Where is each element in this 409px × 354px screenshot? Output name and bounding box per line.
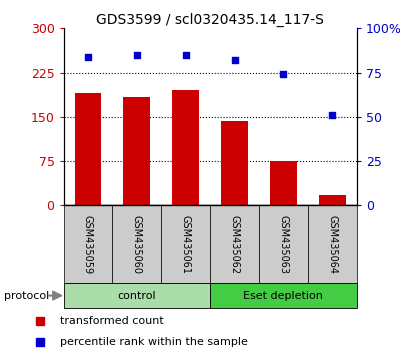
Text: percentile rank within the sample: percentile rank within the sample <box>60 337 247 348</box>
Text: GSM435062: GSM435062 <box>229 215 239 274</box>
Text: GSM435063: GSM435063 <box>278 215 288 274</box>
Point <box>133 52 140 58</box>
Bar <box>63 283 209 308</box>
Text: GSM435064: GSM435064 <box>326 215 337 274</box>
Bar <box>161 205 210 283</box>
Bar <box>209 205 258 283</box>
Bar <box>112 205 161 283</box>
Text: GSM435060: GSM435060 <box>132 215 142 274</box>
Bar <box>258 205 307 283</box>
Bar <box>209 283 356 308</box>
Bar <box>220 121 247 205</box>
Point <box>182 52 189 58</box>
Point <box>231 57 237 63</box>
Text: protocol: protocol <box>4 291 49 301</box>
Bar <box>63 205 112 283</box>
Bar <box>123 97 150 205</box>
Point <box>85 54 91 59</box>
Text: Eset depletion: Eset depletion <box>243 291 323 301</box>
Bar <box>269 161 296 205</box>
Point <box>279 72 286 77</box>
Title: GDS3599 / scl0320435.14_117-S: GDS3599 / scl0320435.14_117-S <box>96 13 323 27</box>
Point <box>328 112 335 118</box>
Bar <box>74 93 101 205</box>
Bar <box>318 195 345 205</box>
Bar <box>172 90 199 205</box>
Text: transformed count: transformed count <box>60 316 163 326</box>
Bar <box>307 205 356 283</box>
Text: control: control <box>117 291 156 301</box>
Text: GSM435061: GSM435061 <box>180 215 190 274</box>
Text: GSM435059: GSM435059 <box>83 215 93 274</box>
